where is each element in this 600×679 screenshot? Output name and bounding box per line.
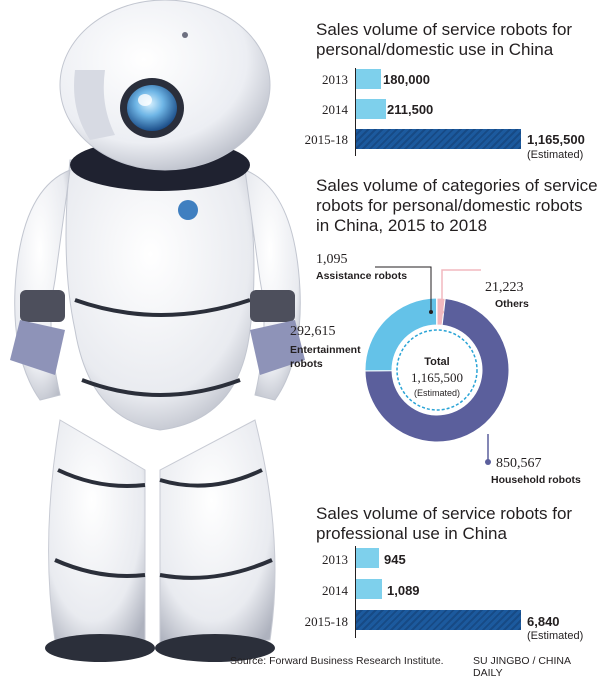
chart3-value-label: 6,840 (527, 614, 560, 629)
chart3-bar (356, 579, 382, 599)
household-value: 850,567 (496, 456, 542, 472)
donut-center-note: (Estimated) (397, 388, 477, 398)
chart1-estimated-note: (Estimated) (527, 149, 583, 161)
donut-center-title: Total (417, 356, 457, 368)
donut-center-value: 1,165,500 (397, 370, 477, 386)
chart3-value-label: 945 (384, 552, 406, 567)
assistance-value: 1,095 (316, 252, 348, 268)
chart3-value-label: 1,089 (387, 583, 420, 598)
chart3-year-label: 2013 (288, 552, 348, 568)
chart3-year-label: 2015-18 (288, 614, 348, 630)
assistance-label: Assistance robots (316, 270, 407, 282)
chart1-year-label: 2014 (288, 102, 348, 118)
chart2-title: Sales volume of categories of service ro… (316, 176, 598, 236)
chart1-bar (356, 99, 386, 119)
chart3-estimated-note: (Estimated) (527, 630, 583, 642)
others-value: 21,223 (485, 280, 524, 296)
chart1-value-label: 1,165,500 (527, 132, 585, 147)
chart3-bar (356, 548, 379, 568)
chart3-year-label: 2014 (288, 583, 348, 599)
entertainment-label: Entertainment robots (290, 343, 380, 371)
credit-note: SU JINGBO / CHINA DAILY (473, 655, 600, 679)
others-label: Others (495, 298, 529, 310)
chart1-bar (356, 69, 381, 89)
chart3-bar (356, 610, 521, 630)
chart3-title: Sales volume of service robots for profe… (316, 504, 596, 544)
chart1-value-label: 211,500 (387, 102, 433, 117)
robot-illustration (0, 0, 320, 672)
entertainment-value: 292,615 (290, 324, 336, 340)
chart1-value-label: 180,000 (383, 72, 430, 87)
household-label: Household robots (491, 474, 581, 486)
chart1-year-label: 2015-18 (288, 132, 348, 148)
chart1-year-label: 2013 (288, 72, 348, 88)
chart1-title: Sales volume of service robots for perso… (316, 20, 596, 60)
chart1-bar (356, 129, 521, 149)
source-note: Source: Forward Business Research Instit… (230, 655, 444, 667)
